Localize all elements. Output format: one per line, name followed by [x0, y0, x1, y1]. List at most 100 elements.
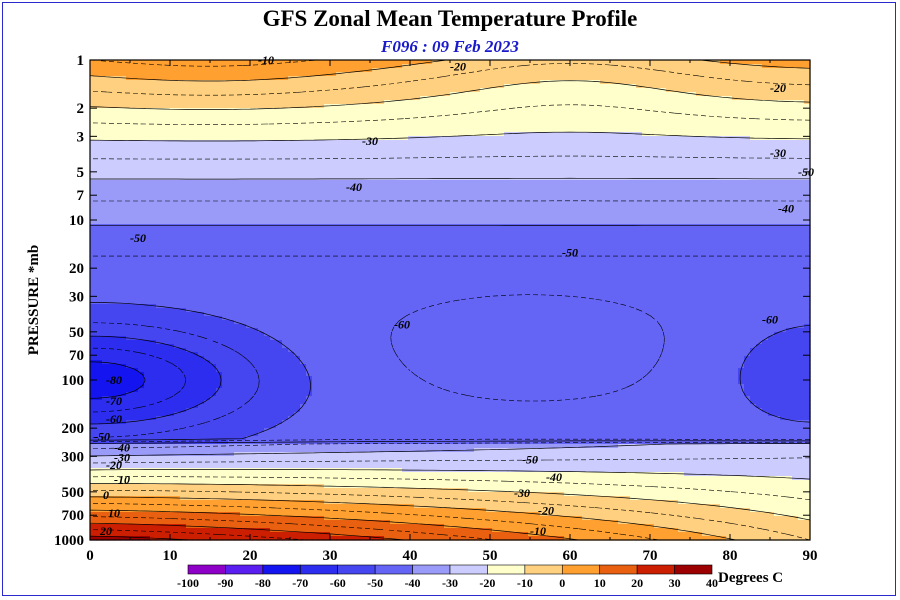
- colorbar-tick-label: -90: [217, 576, 233, 590]
- colorbar-tick-label: -60: [330, 576, 346, 590]
- contour-line-solid: [89, 131, 811, 480]
- contour-label: -60: [762, 313, 778, 327]
- colorbar-swatch: [187, 564, 226, 575]
- colorbar-tick-label: -80: [255, 576, 271, 590]
- colorbar-swatch: [262, 564, 301, 575]
- y-tick-label: 2: [77, 101, 85, 117]
- colorbar-swatch: [636, 564, 675, 575]
- contour-label: -30: [770, 146, 786, 160]
- contour-label: -30: [514, 486, 530, 500]
- contour-label: 10: [108, 506, 120, 520]
- colorbar-swatch: [487, 564, 526, 575]
- colorbar-tick-label: 40: [706, 576, 718, 590]
- colorbar-tick-label: -50: [367, 576, 383, 590]
- contour-line-solid: [89, 59, 811, 541]
- contour-label: -50: [522, 453, 538, 467]
- y-tick-label: 7: [77, 188, 85, 204]
- colorbar-units-label: Degrees C: [718, 570, 784, 586]
- contour-label: -60: [106, 412, 122, 426]
- y-tick-label: 200: [62, 421, 85, 437]
- contour-label: -10: [530, 524, 546, 538]
- y-tick-label: 10: [69, 213, 84, 229]
- y-tick-label: 300: [62, 449, 85, 465]
- contour-line-solid: [89, 80, 811, 521]
- contour-label: 20: [99, 524, 112, 538]
- contour-label: -10: [114, 473, 130, 487]
- colorbar-tick-label: 30: [669, 576, 681, 590]
- contour-label: -40: [346, 180, 362, 194]
- contour-line-solid: [90, 302, 811, 441]
- y-tick-label: 20: [69, 261, 84, 277]
- y-tick-label: 1000: [54, 533, 84, 549]
- colorbar-swatch: [225, 564, 264, 575]
- colorbar-swatch: [561, 564, 601, 575]
- contour-line-dashed: [89, 322, 260, 438]
- contour-label: -20: [450, 60, 466, 74]
- colorbar-tick-label: -10: [517, 576, 533, 590]
- contour-line-solid: [89, 335, 222, 425]
- colorbar-tick-label: 20: [631, 576, 643, 590]
- colorbar-tick-label: 0: [559, 576, 565, 590]
- contour-label: -70: [106, 394, 122, 408]
- y-tick-label: 30: [69, 289, 84, 305]
- contour-label: -50: [798, 165, 814, 179]
- colorbar-tick-label: -40: [405, 576, 421, 590]
- contour-label: -30: [362, 134, 378, 148]
- contour-label: -50: [562, 246, 578, 260]
- contour-line-dashed: [89, 63, 811, 541]
- colorbar-swatch: [674, 564, 713, 575]
- contour-line-dashed: [89, 104, 811, 501]
- x-tick-label: 60: [563, 548, 578, 564]
- y-tick-label: 700: [62, 508, 85, 524]
- colorbar-swatch: [599, 564, 638, 575]
- temperature-field: [90, 60, 811, 541]
- y-tick-label: 70: [69, 348, 84, 364]
- x-tick-label: 20: [243, 548, 258, 564]
- contour-label: -20: [538, 504, 554, 518]
- contour-label: 0: [103, 488, 109, 502]
- colorbar-swatch: [374, 564, 413, 575]
- y-tick-label: 1: [77, 53, 85, 69]
- contour-lines: [89, 59, 811, 541]
- contour-label: -40: [546, 470, 562, 484]
- colorbar-swatch: [337, 564, 376, 575]
- contour-line-dashed: [89, 347, 187, 413]
- colorbar-swatch: [449, 564, 488, 575]
- colorbar-tick-label: 10: [594, 576, 606, 590]
- contour-label: -30: [114, 450, 130, 464]
- y-tick-label: 5: [77, 165, 85, 181]
- colorbar-swatch: [299, 564, 339, 575]
- x-tick-label: 10: [163, 548, 178, 564]
- x-tick-label: 70: [643, 548, 658, 564]
- colorbar-tick-label: -100: [177, 576, 199, 590]
- y-tick-label: 100: [62, 373, 85, 389]
- contour-label: -40: [114, 441, 130, 455]
- colorbar-tick-label: -20: [479, 576, 495, 590]
- x-tick-label: 30: [323, 548, 338, 564]
- contour-line-solid: [89, 509, 580, 541]
- contour-label: -60: [394, 318, 410, 332]
- contour-line-dashed: [89, 155, 811, 464]
- colorbar-tick-label: -70: [292, 576, 308, 590]
- x-tick-label: 50: [483, 548, 498, 564]
- contour-line-solid: [89, 225, 810, 444]
- contour-label: -20: [770, 81, 786, 95]
- chart-subtitle: F096 : 09 Feb 2023: [381, 37, 519, 56]
- x-tick-label: 80: [723, 548, 738, 564]
- contour-label: -80: [106, 373, 122, 387]
- colorbar-swatch: [524, 564, 563, 575]
- contour-label: -20: [106, 458, 122, 472]
- contour-line-dashed: [90, 516, 496, 541]
- x-tick-label: 40: [403, 548, 418, 564]
- contour-line-dashed: [89, 529, 308, 541]
- chart-title: GFS Zonal Mean Temperature Profile: [262, 6, 638, 31]
- colorbar-tick-label: -30: [442, 576, 458, 590]
- contour-label: -10: [258, 53, 274, 67]
- y-tick-label: 500: [62, 485, 85, 501]
- y-tick-label: 3: [77, 129, 85, 145]
- contour-line-solid: [89, 522, 406, 541]
- contour-label: -50: [130, 231, 146, 245]
- contour-line-solid: [89, 361, 146, 399]
- contour-label: -40: [778, 202, 794, 216]
